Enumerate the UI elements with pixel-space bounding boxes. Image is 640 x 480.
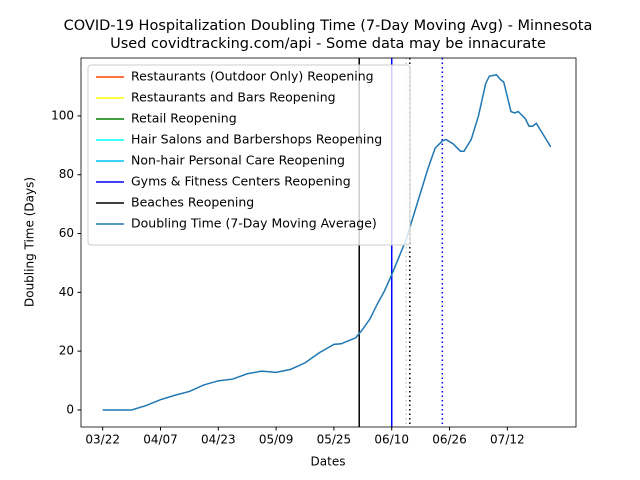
legend-box bbox=[87, 64, 411, 246]
legend-label: Gyms & Fitness Centers Reopening bbox=[131, 174, 351, 189]
legend-label: Non-hair Personal Care Reopening bbox=[131, 153, 345, 168]
x-axis-label: Dates bbox=[311, 455, 346, 469]
x-tick-label: 03/22 bbox=[85, 433, 120, 447]
y-tick-label: 0 bbox=[66, 402, 74, 416]
legend-label: Restaurants and Bars Reopening bbox=[131, 90, 336, 105]
legend-label: Beaches Reopening bbox=[131, 195, 254, 210]
x-tick-label: 05/25 bbox=[317, 433, 352, 447]
x-tick-label: 05/09 bbox=[259, 433, 294, 447]
plot-frame bbox=[80, 57, 577, 428]
legend: Restaurants (Outdoor Only) Reopening Rest… bbox=[87, 64, 411, 246]
x-tick-label: 06/10 bbox=[374, 433, 409, 447]
y-axis-label: Doubling Time (Days) bbox=[23, 177, 37, 307]
legend-label: Doubling Time (7-Day Moving Average) bbox=[131, 216, 377, 231]
chart-title: COVID-19 Hospitalization Doubling Time (… bbox=[64, 18, 593, 34]
legend-label: Hair Salons and Barbershops Reopening bbox=[131, 132, 382, 147]
y-tick-label: 20 bbox=[59, 344, 74, 358]
x-tick-label: 06/26 bbox=[432, 433, 467, 447]
x-tick-label: 04/23 bbox=[201, 433, 236, 447]
y-tick-label: 100 bbox=[51, 108, 74, 122]
legend-label: Retail Reopening bbox=[131, 111, 237, 126]
y-tick-label: 60 bbox=[59, 226, 74, 240]
x-tick-label: 04/07 bbox=[143, 433, 178, 447]
x-tick-label: 07/12 bbox=[490, 433, 525, 447]
legend-label: Restaurants (Outdoor Only) Reopening bbox=[131, 69, 374, 84]
y-tick-label: 80 bbox=[59, 167, 74, 181]
y-tick-label: 40 bbox=[59, 285, 74, 299]
chart-subtitle: Used covidtracking.com/api - Some data m… bbox=[110, 36, 546, 52]
